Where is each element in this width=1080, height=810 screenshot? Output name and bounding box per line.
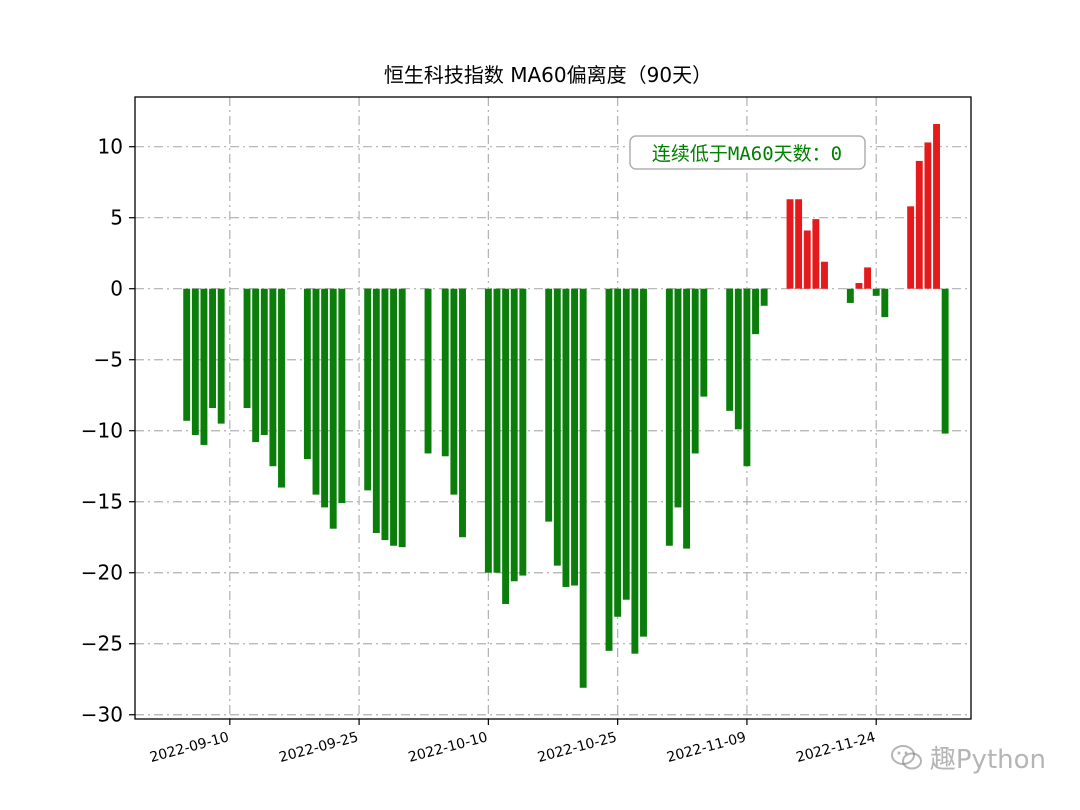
- bar: [321, 288, 329, 508]
- bar: [372, 288, 380, 533]
- bar: [562, 288, 570, 587]
- bar: [855, 283, 863, 289]
- bar: [381, 288, 389, 541]
- y-tick-label: 10: [98, 135, 123, 159]
- y-tick-label: 0: [110, 277, 123, 301]
- bar: [579, 288, 587, 688]
- bar: [795, 199, 803, 289]
- y-tick-label: −5: [94, 348, 123, 372]
- bar: [803, 230, 811, 289]
- bar: [493, 288, 501, 573]
- bar: [915, 160, 923, 289]
- bar: [881, 288, 889, 318]
- x-tick-label: 2022-09-25: [277, 729, 360, 766]
- x-tick-label: 2022-09-10: [148, 729, 231, 766]
- bar: [605, 288, 613, 651]
- bar: [665, 288, 673, 546]
- bar: [312, 288, 320, 495]
- bar: [674, 288, 682, 508]
- bar: [941, 288, 949, 434]
- bar: [924, 142, 932, 289]
- bar: [303, 288, 311, 460]
- bar: [933, 123, 940, 289]
- wechat-icon: [890, 744, 922, 769]
- bar: [700, 288, 708, 397]
- bar: [631, 288, 639, 654]
- plot-frame: [134, 96, 972, 720]
- bar: [502, 288, 510, 604]
- bar: [510, 288, 518, 582]
- watermark-text: 趣Python: [929, 745, 1046, 775]
- bar: [398, 288, 406, 548]
- bar: [545, 288, 553, 522]
- bar: [571, 288, 578, 586]
- bar: [191, 288, 199, 435]
- y-tick-label: 5: [110, 206, 123, 230]
- bar: [243, 288, 251, 408]
- bar: [864, 267, 872, 289]
- x-tick-label: 2022-11-09: [665, 729, 748, 766]
- bar: [622, 288, 630, 600]
- bar: [640, 288, 647, 637]
- bar: [338, 288, 346, 504]
- bar: [846, 288, 854, 303]
- bar: [872, 288, 880, 296]
- bar: [278, 288, 285, 488]
- bar: [812, 219, 820, 289]
- bar: [209, 288, 217, 408]
- bar: [691, 288, 699, 454]
- bar: [364, 288, 372, 491]
- bars-group: [183, 123, 949, 688]
- annotation-box: 连续低于MA60天数：0: [629, 135, 866, 170]
- bar: [907, 206, 915, 289]
- bar: [726, 288, 734, 411]
- bar: [424, 288, 432, 454]
- bar: [786, 199, 794, 289]
- bar: [269, 288, 277, 467]
- bar: [821, 261, 828, 289]
- bar: [441, 288, 449, 457]
- bar: [734, 288, 742, 430]
- x-axis: 2022-09-10 2022-09-25 2022-10-10 2022-10-25…: [148, 719, 877, 766]
- grid-lines: [135, 97, 971, 719]
- annotation-text: 连续低于MA60天数：0: [652, 143, 842, 165]
- bar: [217, 288, 225, 424]
- bar: [390, 288, 398, 546]
- bar: [683, 288, 691, 549]
- y-tick-label: −25: [81, 632, 123, 656]
- bar: [200, 288, 208, 445]
- x-tick-label: 2022-10-25: [536, 729, 619, 766]
- bar: [329, 288, 337, 529]
- bar: [450, 288, 458, 495]
- y-tick-label: −20: [81, 561, 123, 585]
- bar: [252, 288, 260, 443]
- y-tick-label: −30: [81, 703, 123, 727]
- y-tick-label: −10: [81, 419, 123, 443]
- bar: [752, 288, 759, 335]
- x-tick-label: 2022-10-10: [407, 729, 490, 766]
- bar: [519, 288, 527, 576]
- bar: [260, 288, 268, 435]
- bar: [183, 288, 191, 421]
- y-tick-label: −15: [81, 490, 123, 514]
- bar: [553, 288, 561, 566]
- chart-title: 恒生科技指数 MA60偏离度（90天）: [384, 63, 712, 87]
- bar: [484, 288, 492, 573]
- watermark: 趣Python: [890, 739, 1046, 776]
- y-axis: 10 5 0 −5 −10 −15 −20 −25 −30: [81, 135, 135, 727]
- bar: [614, 288, 622, 617]
- bar: [743, 288, 751, 467]
- bar: [760, 288, 768, 306]
- x-tick-label: 2022-11-24: [794, 729, 877, 766]
- bar: [459, 288, 466, 538]
